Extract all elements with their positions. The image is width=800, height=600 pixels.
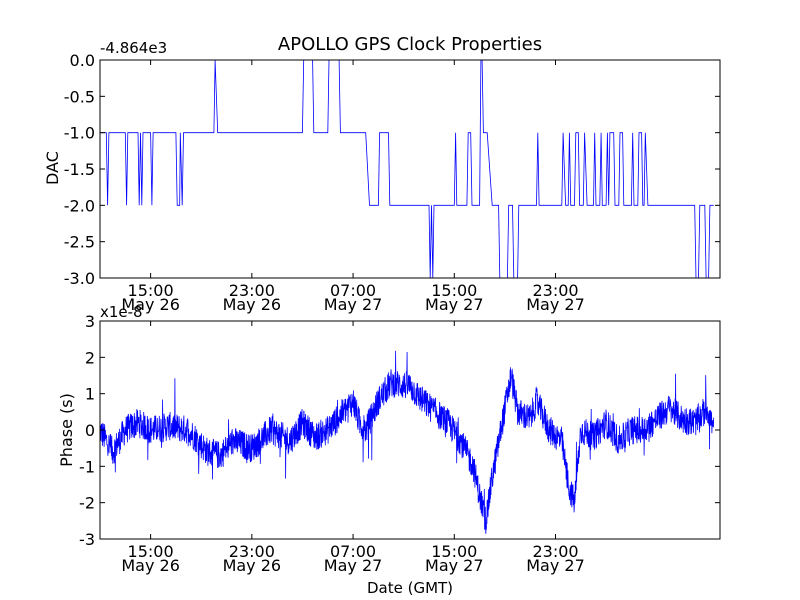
dac-ytick-label: -3.0	[64, 269, 95, 288]
dac-xtick-date: May 27	[425, 295, 484, 314]
phase-xtick-date: May 27	[526, 556, 585, 575]
phase-xtick-time: 23:00	[229, 542, 275, 561]
phase-xtick-time: 23:00	[532, 542, 578, 561]
dac-ytick-label: -0.5	[64, 87, 95, 106]
dac-ytick-label: -2.0	[64, 196, 95, 215]
dac-xtick-time: 23:00	[229, 281, 275, 300]
dac-ytick-label: -2.5	[64, 233, 95, 252]
phase-ytick-label: -3	[79, 530, 95, 549]
phase-offset-label: x1e-8	[100, 303, 143, 321]
phase-ytick-label: -2	[79, 494, 95, 513]
phase-ylabel: Phase (s)	[57, 393, 76, 467]
dac-xtick-time: 23:00	[532, 281, 578, 300]
dac-xtick-date: May 26	[121, 295, 180, 314]
dac-ylabel: DAC	[43, 151, 62, 185]
phase-xlabel: Date (GMT)	[367, 579, 453, 597]
dac-ytick-label: -1.5	[64, 160, 95, 179]
dac-xtick-time: 15:00	[431, 281, 477, 300]
phase-xtick-date: May 27	[324, 556, 383, 575]
phase-ytick-label: 0	[85, 421, 95, 440]
dac-offset-label: -4.864e3	[100, 39, 167, 57]
phase-xtick-time: 15:00	[128, 542, 174, 561]
dac-xtick-date: May 26	[223, 295, 282, 314]
phase-ytick-label: 3	[85, 312, 95, 331]
figure-title: APOLLO GPS Clock Properties	[278, 34, 542, 55]
phase-xtick-time: 15:00	[431, 542, 477, 561]
phase-ytick-label: 1	[85, 385, 95, 404]
phase-xtick-date: May 27	[425, 556, 484, 575]
phase-xtick-date: May 26	[223, 556, 282, 575]
dac-subplot: -4.864e3 DAC 0.0 -0.5 -1.0 -1.5 -2.0 -2.5 -3.0…	[43, 39, 721, 314]
phase-ytick-label: -1	[79, 457, 95, 476]
dac-xtick-date: May 27	[526, 295, 585, 314]
dac-series-line	[100, 59, 714, 279]
dac-ytick-label: 0.0	[70, 51, 95, 70]
dac-xtick-date: May 27	[324, 295, 383, 314]
dac-ytick-label: -1.0	[64, 124, 95, 143]
dac-xtick-time: 15:00	[128, 281, 174, 300]
phase-series-line	[99, 350, 715, 534]
phase-xtick-date: May 26	[121, 556, 180, 575]
dac-xtick-time: 07:00	[330, 281, 376, 300]
dac-axes-frame	[99, 59, 721, 279]
phase-xtick-time: 07:00	[330, 542, 376, 561]
phase-plot-area	[99, 350, 715, 534]
dac-plot-area	[100, 59, 714, 279]
phase-ytick-label: 2	[85, 348, 95, 367]
phase-subplot: x1e-8 Phase (s) Date (GMT) 3 2 1 0 -1 -2 -3 15:…	[57, 303, 721, 597]
